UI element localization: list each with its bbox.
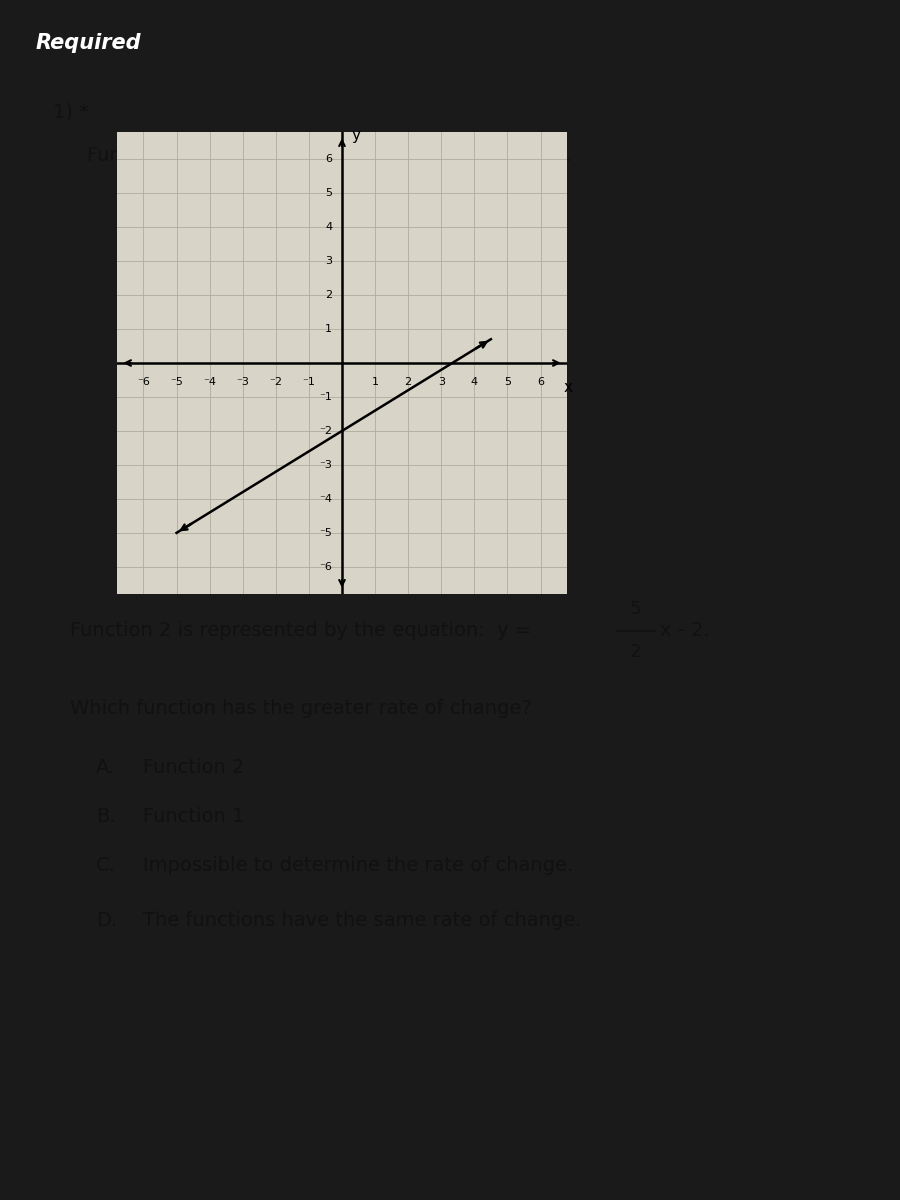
Text: 5: 5 (630, 600, 642, 618)
Text: ⁻6: ⁻6 (320, 562, 332, 572)
Text: ⁻4: ⁻4 (320, 494, 332, 504)
Text: y: y (352, 128, 361, 143)
Text: C.: C. (95, 856, 115, 875)
Text: ⁻4: ⁻4 (203, 377, 216, 386)
Text: ⁻1: ⁻1 (320, 392, 332, 402)
Text: x - 2.: x - 2. (660, 622, 710, 640)
Text: 2: 2 (630, 643, 642, 661)
Text: 1) *: 1) * (52, 102, 89, 121)
Text: 4: 4 (325, 222, 332, 232)
Text: Impossible to determine the rate of change.: Impossible to determine the rate of chan… (143, 856, 573, 875)
Text: 1: 1 (325, 324, 332, 334)
Text: B.: B. (95, 806, 115, 826)
Text: ⁻5: ⁻5 (320, 528, 332, 538)
Text: 5: 5 (325, 188, 332, 198)
Text: Function 1 is shown on the coordinate grid below.: Function 1 is shown on the coordinate gr… (87, 146, 572, 166)
Text: Required: Required (36, 32, 141, 53)
Text: A.: A. (95, 757, 115, 776)
Text: ⁻1: ⁻1 (302, 377, 315, 386)
Text: D.: D. (95, 911, 117, 930)
Text: 5: 5 (504, 377, 511, 386)
Text: ⁻2: ⁻2 (320, 426, 332, 436)
Text: ⁻6: ⁻6 (137, 377, 150, 386)
Text: The functions have the same rate of change.: The functions have the same rate of chan… (143, 911, 581, 930)
Text: ⁻3: ⁻3 (237, 377, 249, 386)
Text: Function 1: Function 1 (143, 806, 245, 826)
Text: 3: 3 (325, 256, 332, 266)
Text: x: x (563, 380, 572, 395)
Text: Which function has the greater rate of change?: Which function has the greater rate of c… (70, 700, 532, 718)
Text: 2: 2 (325, 290, 332, 300)
Text: 6: 6 (325, 154, 332, 164)
Text: ⁻5: ⁻5 (170, 377, 183, 386)
Text: 2: 2 (405, 377, 411, 386)
Text: Function 2: Function 2 (143, 757, 245, 776)
Text: 4: 4 (471, 377, 478, 386)
Text: ⁻2: ⁻2 (269, 377, 283, 386)
Text: 6: 6 (537, 377, 544, 386)
Text: 3: 3 (437, 377, 445, 386)
Text: 1: 1 (372, 377, 379, 386)
Text: Function 2 is represented by the equation:  y =: Function 2 is represented by the equatio… (70, 622, 537, 640)
Text: ⁻3: ⁻3 (320, 460, 332, 470)
